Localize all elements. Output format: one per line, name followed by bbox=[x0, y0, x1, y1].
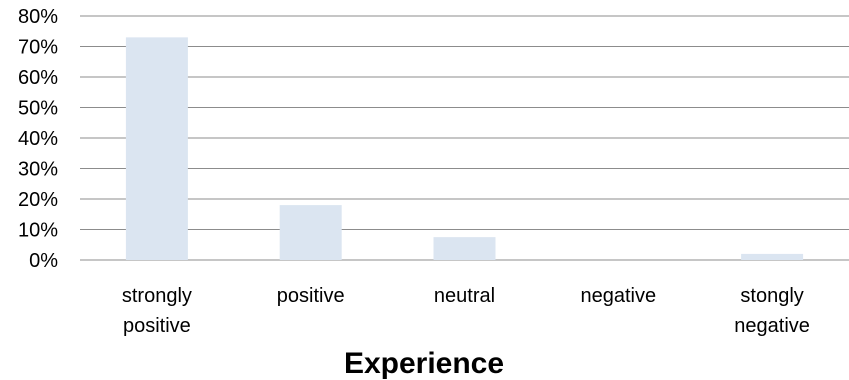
x-category-label: neutral bbox=[434, 285, 495, 307]
bars bbox=[125, 37, 804, 260]
y-tick-label: 30% bbox=[18, 159, 58, 181]
y-axis-ticks: 0% 10% 20% 30% 40% 50% 60% 70% 80% bbox=[18, 6, 58, 272]
y-tick-label: 0% bbox=[29, 250, 58, 272]
y-tick-label: 50% bbox=[18, 98, 58, 120]
x-category-label: negative bbox=[580, 285, 656, 307]
bar bbox=[741, 253, 804, 260]
bar bbox=[433, 237, 496, 260]
y-tick-label: 10% bbox=[18, 220, 58, 242]
y-tick-label: 70% bbox=[18, 37, 58, 59]
x-category-label: positive bbox=[277, 285, 345, 307]
gridlines bbox=[80, 15, 849, 261]
y-tick-label: 20% bbox=[18, 189, 58, 211]
x-axis-categories: strongly positive positive neutral negative s… bbox=[122, 285, 810, 337]
bar bbox=[279, 205, 342, 260]
y-tick-label: 60% bbox=[18, 67, 58, 89]
y-tick-label: 80% bbox=[18, 6, 58, 28]
bar bbox=[125, 37, 188, 260]
x-category-label: stongly negative bbox=[734, 285, 810, 337]
x-category-label: strongly positive bbox=[122, 285, 192, 337]
y-tick-label: 40% bbox=[18, 128, 58, 150]
x-axis-title: Experience bbox=[344, 347, 504, 380]
